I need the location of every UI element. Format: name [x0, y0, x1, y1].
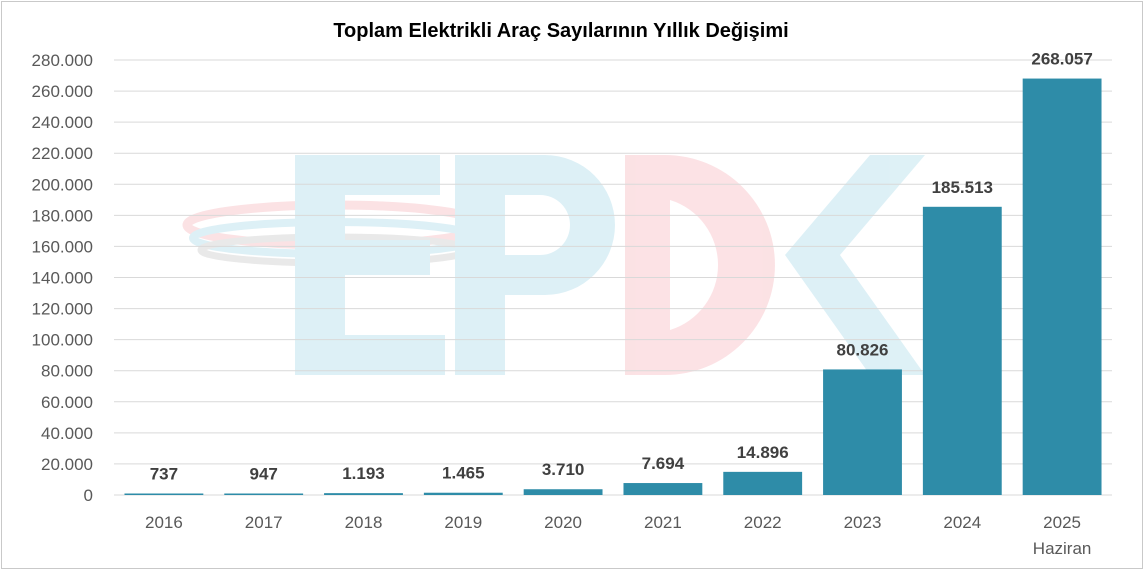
x-tick-label: 2020	[544, 513, 582, 532]
bar	[224, 493, 304, 495]
data-label: 3.710	[542, 460, 585, 479]
data-label: 185.513	[932, 178, 993, 197]
y-tick-label: 0	[84, 486, 93, 505]
data-label: 737	[150, 465, 178, 484]
x-tick-label: 2022	[744, 513, 782, 532]
y-tick-label: 120.000	[32, 300, 93, 319]
y-tick-label: 280.000	[32, 51, 93, 70]
bar	[723, 471, 803, 495]
data-label: 268.057	[1031, 50, 1092, 69]
x-tick-label: 2021	[644, 513, 682, 532]
bar	[124, 493, 204, 495]
y-tick-label: 80.000	[41, 362, 93, 381]
y-axis-tick-labels: 0 20.000 40.000 60.000 80.000 100.000 120.000 1…	[32, 51, 93, 505]
x-tick-label: 2019	[444, 513, 482, 532]
chart-title: Toplam Elektrikli Araç Sayılarının Yıllı…	[333, 20, 788, 42]
data-label: 80.826	[837, 340, 889, 359]
bar	[922, 206, 1002, 495]
y-tick-label: 100.000	[32, 331, 93, 350]
y-tick-label: 160.000	[32, 237, 93, 256]
bar-series	[124, 78, 1102, 495]
data-label: 7.694	[642, 454, 685, 473]
y-tick-label: 140.000	[32, 269, 93, 288]
data-label: 1.193	[342, 464, 385, 483]
y-tick-label: 60.000	[41, 393, 93, 412]
y-tick-label: 220.000	[32, 144, 93, 163]
y-tick-label: 260.000	[32, 82, 93, 101]
y-tick-label: 200.000	[32, 175, 93, 194]
epdk-watermark-logo	[182, 155, 925, 375]
data-label: 1.465	[442, 464, 485, 483]
x-tick-label: 2016	[145, 513, 183, 532]
bar	[823, 369, 902, 495]
x-tick-sublabel: Haziran	[1033, 539, 1092, 558]
x-axis-tick-labels: 2016 2017 2018 2019 2020 2021 2022 2023 2024 2025…	[145, 513, 1091, 558]
x-tick-label: 2024	[943, 513, 981, 532]
bar	[1022, 78, 1102, 495]
y-tick-label: 240.000	[32, 113, 93, 132]
x-tick-label: 2018	[345, 513, 383, 532]
data-label: 947	[250, 465, 278, 484]
x-tick-label: 2023	[844, 513, 882, 532]
bar	[324, 493, 403, 495]
bar	[423, 492, 503, 495]
bar	[523, 489, 603, 495]
x-tick-label: 2025	[1043, 513, 1081, 532]
y-tick-label: 20.000	[41, 455, 93, 474]
bar	[623, 483, 703, 495]
data-label: 14.896	[737, 443, 789, 462]
x-tick-label: 2017	[245, 513, 283, 532]
data-labels: 737 947 1.193 1.465 3.710 7.694 14.896 80.826 18…	[150, 50, 1093, 484]
y-tick-label: 40.000	[41, 424, 93, 443]
y-tick-label: 180.000	[32, 206, 93, 225]
